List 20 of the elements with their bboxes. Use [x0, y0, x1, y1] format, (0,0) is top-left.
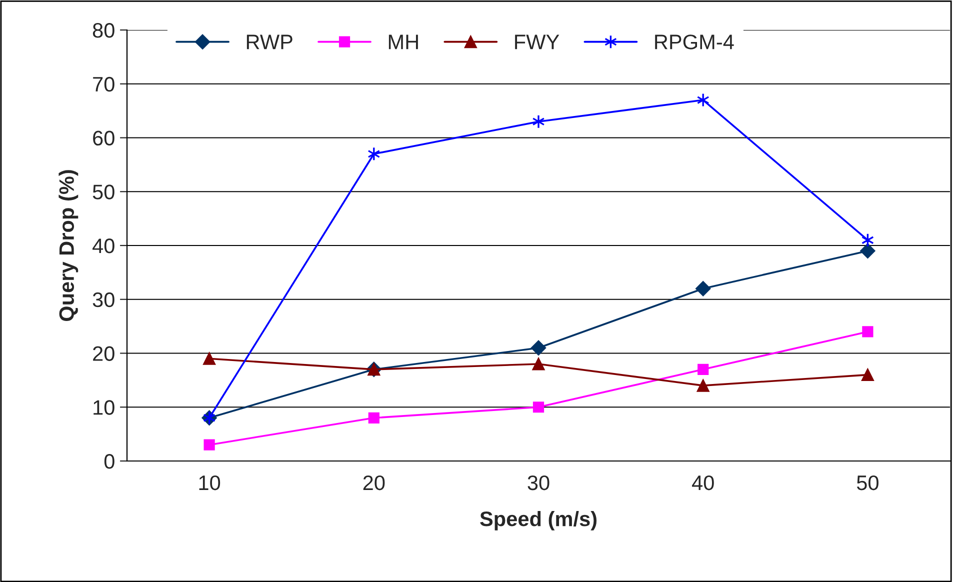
x-tick-label: 20 — [363, 475, 385, 490]
y-axis-title: Query Drop (%) — [58, 170, 78, 322]
x-axis-title: Speed (m/s) — [480, 510, 597, 530]
y-tick-label: 30 — [92, 292, 114, 308]
x-tick-label: 50 — [856, 475, 878, 490]
y-tick-label: 20 — [93, 346, 114, 362]
y-tick-label: 50 — [92, 184, 114, 200]
y-tick-label: 40 — [92, 238, 114, 254]
legend-label: FWY — [515, 34, 560, 50]
y-tick-label: 10 — [94, 400, 114, 415]
y-tick-label: 80 — [92, 23, 114, 38]
legend-label: RWP — [246, 34, 292, 50]
y-tick-label: 70 — [93, 76, 114, 92]
y-tick-label: 60 — [93, 130, 114, 146]
legend-label: RPGM-4 — [655, 34, 734, 50]
x-tick-label: 40 — [692, 475, 714, 490]
y-tick-label: 0 — [104, 454, 114, 469]
legend-label: MH — [388, 34, 418, 50]
x-tick-label: 30 — [528, 475, 550, 490]
x-tick-label: 10 — [199, 475, 220, 490]
